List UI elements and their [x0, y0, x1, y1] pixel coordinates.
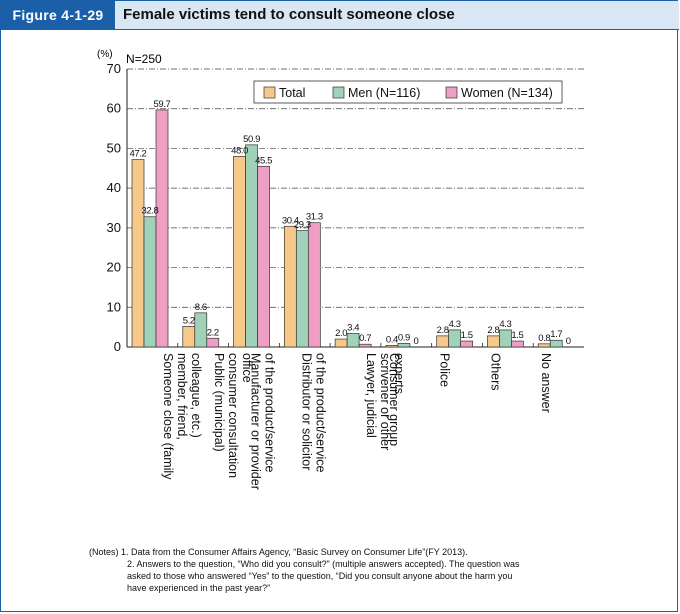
bar [487, 335, 500, 348]
category-label: Distributor or solicitorof the product/s… [299, 353, 327, 473]
bars [131, 109, 563, 348]
y-axis: 0 10 20 30 40 50 60 70 [107, 61, 584, 354]
bar [295, 230, 309, 348]
y-tick-label: 70 [107, 61, 121, 76]
legend-swatch [445, 86, 458, 99]
data-label: 2.0 [335, 328, 347, 339]
bar [358, 343, 372, 348]
data-label: 45.5 [255, 155, 272, 166]
notes: (Notes) 1. Data from the Consumer Affair… [89, 546, 669, 594]
legend-swatch [263, 86, 276, 99]
data-label: 0 [566, 336, 571, 347]
data-label: 50.9 [243, 134, 260, 145]
legend-label: Women (N=134) [461, 86, 553, 100]
bar [155, 109, 169, 348]
data-label: 1.5 [511, 330, 523, 341]
legend-label: Men (N=116) [348, 86, 420, 100]
data-label: 4.3 [449, 319, 461, 330]
bar [283, 225, 297, 348]
category-label: Public (municipal)consumer consultationo… [212, 353, 254, 478]
data-label: 29.3 [294, 220, 311, 231]
data-label: 2.2 [207, 327, 219, 338]
category-label: Others [488, 353, 502, 391]
y-tick-label: 20 [107, 260, 121, 275]
bar [334, 338, 348, 348]
y-tick-label: 30 [107, 220, 121, 235]
y-unit-label: (%) [97, 49, 113, 60]
bar [460, 340, 474, 348]
y-tick-label: 50 [107, 140, 121, 155]
legend-swatch [332, 86, 345, 99]
bar [499, 329, 512, 348]
y-tick-label: 40 [107, 180, 121, 195]
bar [206, 337, 220, 348]
data-label: 30.4 [282, 215, 299, 226]
data-label: 1.7 [550, 329, 562, 340]
category-label: Police [438, 353, 452, 387]
category-label: Manufacturer or providerof the product/s… [249, 353, 277, 490]
data-label: 59.7 [154, 99, 171, 110]
note-2-cont-2: have experienced in the past year?” [127, 583, 271, 593]
bar [448, 329, 462, 348]
data-label: 48.0 [231, 145, 248, 156]
y-tick-label: 0 [114, 339, 121, 354]
data-label: 2.8 [437, 325, 449, 336]
bar [143, 216, 157, 348]
data-label: 8.6 [195, 302, 207, 313]
category-labels: Someone close (familymember, friend,coll… [161, 353, 553, 490]
sample-size-label: N=250 [126, 52, 162, 66]
category-label: Someone close (familymember, friend,coll… [161, 353, 203, 480]
y-tick-label: 10 [107, 299, 121, 314]
data-label: 2.8 [487, 325, 499, 336]
bar [511, 340, 524, 348]
data-label: 3.4 [347, 322, 359, 333]
y-tick-label: 60 [107, 101, 121, 116]
bar [307, 222, 321, 348]
data-label: 32.8 [142, 206, 159, 217]
legend: Total Men (N=116) Women (N=134) [253, 80, 563, 104]
category-label: No answer [539, 353, 553, 413]
bar [233, 156, 246, 348]
bar [537, 343, 551, 348]
bar [346, 333, 360, 348]
legend-label: Total [279, 86, 305, 100]
data-label: 0 [413, 336, 418, 347]
bar [385, 345, 399, 348]
bar [549, 339, 563, 348]
data-label: 0.7 [359, 333, 371, 344]
bar [245, 144, 258, 348]
bar [194, 312, 208, 348]
category-label: Lawyer, judicialscrivener or otherexpert… [364, 353, 406, 450]
gridlines [127, 68, 584, 308]
data-label: 0.8 [538, 333, 550, 344]
data-label: 1.5 [461, 330, 473, 341]
bar [182, 325, 196, 348]
figure-label: Figure 4-1-29 [1, 1, 115, 29]
category-label: Consumer group [387, 353, 401, 446]
data-label: 31.3 [306, 212, 323, 223]
bar [436, 335, 450, 348]
bar [257, 165, 270, 348]
data-label: 47.2 [130, 149, 147, 160]
figure-title: Female victims tend to consult someone c… [123, 6, 455, 23]
data-label: 5.2 [183, 315, 195, 326]
bar [131, 159, 145, 348]
data-label: 0.4 [386, 334, 398, 345]
data-label: 0.9 [398, 332, 410, 343]
bar-chart: 0 10 20 30 40 50 60 70 47.2 32.8 59.7 5.28.6 2.2 48.… [97, 49, 584, 490]
note-2: 2. Answers to the question, “Who did you… [127, 559, 520, 569]
value-labels: 47.2 32.8 59.7 5.28.6 2.2 48.050.9 45.5 30.429.… [130, 99, 572, 347]
note-2-cont: asked to those who answered “Yes” to the… [127, 571, 513, 581]
figure-header: Figure 4-1-29 Female victims tend to con… [1, 1, 679, 30]
bar [397, 343, 411, 348]
note-1: (Notes) 1. Data from the Consumer Affair… [89, 547, 468, 557]
data-label: 4.3 [499, 319, 511, 330]
